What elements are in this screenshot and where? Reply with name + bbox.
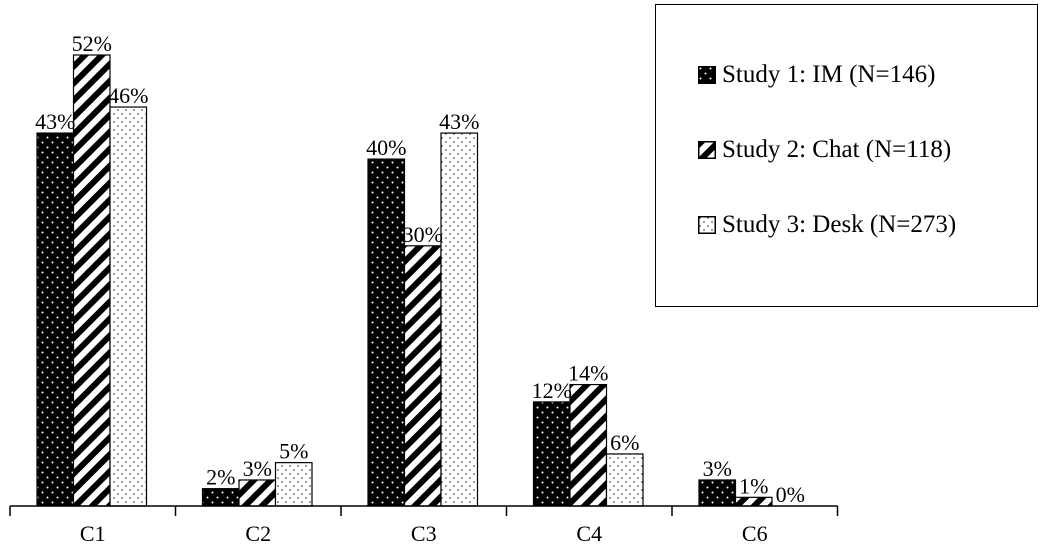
bar-c6-series-1 — [698, 479, 737, 507]
data-label-c3-series-2: 30% — [403, 222, 443, 247]
bar-c3-series-3 — [440, 132, 479, 507]
data-label-c6-series-2: 1% — [739, 473, 768, 498]
data-label-c4-series-2: 14% — [568, 361, 608, 386]
x-tick-label-c3: C3 — [411, 521, 437, 546]
data-label-c6-series-3: 0% — [776, 482, 805, 507]
data-label-c4-series-1: 12% — [532, 378, 572, 403]
x-axis: C1 C2 C3 C4 C6 — [9, 505, 839, 546]
data-label-c2-series-1: 2% — [206, 465, 235, 490]
legend-label-series-2: Study 2: Chat (N=118) — [722, 136, 952, 163]
x-tick-label-c4: C4 — [576, 521, 602, 546]
data-label-c1-series-2: 52% — [72, 31, 112, 56]
bar-c2-series-1 — [201, 488, 240, 507]
data-labels-group: 43% 52% 46% 2% 3% 5% 40% 30% 43% 12%14% 6% 3% 1% 0% — [35, 31, 805, 507]
legend-label-series-1: Study 1: IM (N=146) — [722, 61, 936, 88]
legend-swatch-dots-icon — [698, 66, 716, 84]
data-label-c3-series-1: 40% — [366, 135, 406, 160]
legend-item-series-2: Study 2: Chat (N=118) — [698, 135, 951, 165]
bar-c4-series-1 — [532, 401, 571, 507]
x-tick-label-c6: C6 — [742, 521, 768, 546]
bar-c1-series-3 — [109, 106, 148, 507]
legend: Study 1: IM (N=146) Study 2: Chat (N=118)… — [655, 4, 1038, 307]
legend-label-series-3: Study 3: Desk (N=273) — [722, 211, 957, 238]
x-tick-label-c2: C2 — [245, 521, 271, 546]
data-label-c2-series-3: 5% — [279, 439, 308, 464]
data-label-c3-series-3: 43% — [439, 109, 479, 134]
bar-c3-series-1 — [367, 158, 406, 507]
data-label-c4-series-3: 6% — [610, 430, 639, 455]
bar-c2-series-3 — [274, 462, 313, 507]
x-tick-label-c1: C1 — [80, 521, 106, 546]
bar-c4-series-2 — [569, 383, 608, 507]
data-label-c1-series-1: 43% — [35, 109, 75, 134]
data-label-c2-series-2: 3% — [243, 456, 272, 481]
bars-group — [36, 54, 773, 507]
bar-c4-series-3 — [605, 453, 644, 507]
bar-c6-series-2 — [734, 496, 773, 507]
legend-swatch-stripes-icon — [698, 141, 716, 159]
legend-item-series-3: Study 3: Desk (N=273) — [698, 210, 956, 240]
bar-c1-series-1 — [36, 132, 75, 507]
legend-swatch-sparse-dots-icon — [698, 216, 716, 234]
bar-c2-series-2 — [238, 479, 277, 507]
data-label-c6-series-1: 3% — [703, 456, 732, 481]
data-label-c1-series-3: 46% — [108, 83, 148, 108]
legend-item-series-1: Study 1: IM (N=146) — [698, 60, 935, 90]
bar-c3-series-2 — [403, 245, 442, 507]
bar-c1-series-2 — [72, 54, 111, 507]
